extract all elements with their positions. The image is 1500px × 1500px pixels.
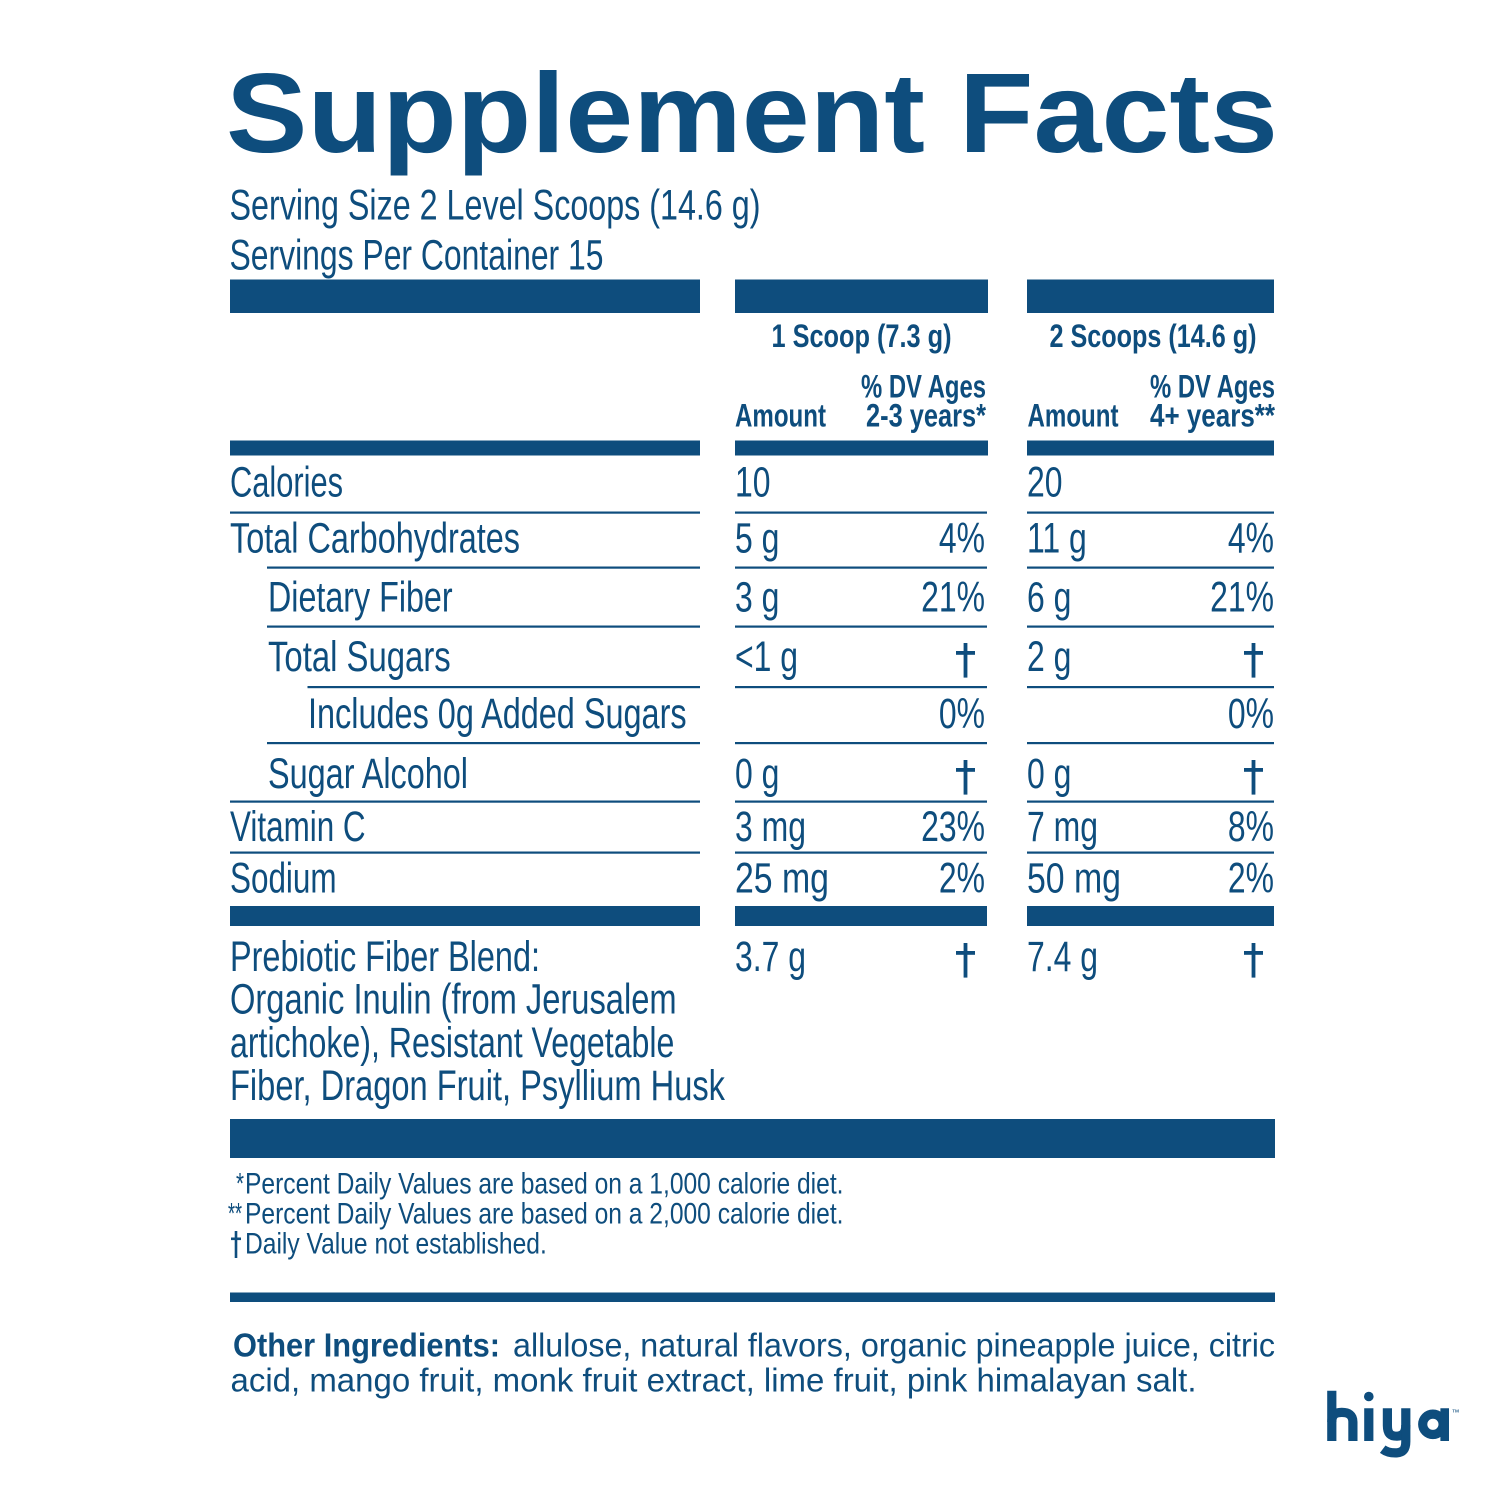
svg-text:2%: 2% <box>1228 856 1274 903</box>
svg-text:2%: 2% <box>939 856 985 903</box>
svg-text:5 g: 5 g <box>735 516 779 563</box>
svg-text:Includes 0g Added Sugars: Includes 0g Added Sugars <box>308 691 687 738</box>
svg-text:Amount: Amount <box>735 397 826 433</box>
svg-text:4%: 4% <box>1228 516 1274 563</box>
svg-text:7 mg: 7 mg <box>1027 804 1098 851</box>
svg-text:8%: 8% <box>1228 804 1274 851</box>
svg-text:50 mg: 50 mg <box>1027 856 1121 903</box>
svg-text:Serving Size 2 Level Scoops (1: Serving Size 2 Level Scoops (14.6 g) <box>230 182 761 230</box>
svg-text:1 Scoop (7.3 g): 1 Scoop (7.3 g) <box>772 318 952 354</box>
svg-text:artichoke), Resistant Vegetabl: artichoke), Resistant Vegetable <box>230 1020 674 1067</box>
svg-text:Other Ingredients:: Other Ingredients: <box>233 1327 500 1364</box>
svg-text:20: 20 <box>1027 460 1063 507</box>
svg-text:allulose, natural flavors, org: allulose, natural flavors, organic pinea… <box>513 1327 1275 1364</box>
svg-text:Prebiotic Fiber Blend:: Prebiotic Fiber Blend: <box>230 934 540 981</box>
svg-text:11 g: 11 g <box>1027 516 1087 563</box>
svg-text:21%: 21% <box>921 575 985 622</box>
svg-text:6 g: 6 g <box>1027 575 1071 622</box>
svg-text:Total Sugars: Total Sugars <box>268 634 451 681</box>
svg-text:3.7 g: 3.7 g <box>735 934 806 981</box>
svg-text:Percent Daily Values are based: Percent Daily Values are based on a 1,00… <box>245 1168 844 1201</box>
svg-text:% DV Ages: % DV Ages <box>861 369 986 405</box>
svg-text:23%: 23% <box>921 804 985 851</box>
svg-text:2 g: 2 g <box>1027 634 1071 681</box>
svg-text:**: ** <box>228 1198 242 1231</box>
svg-text:25 mg: 25 mg <box>735 856 829 903</box>
svg-text:Total Carbohydrates: Total Carbohydrates <box>230 516 520 563</box>
svg-text:0%: 0% <box>939 691 985 738</box>
svg-text:Percent Daily Values are based: Percent Daily Values are based on a 2,00… <box>245 1198 844 1231</box>
svg-text:4%: 4% <box>939 516 985 563</box>
svg-text:™: ™ <box>1452 1408 1460 1417</box>
svg-text:0%: 0% <box>1228 691 1274 738</box>
svg-text:*: * <box>236 1168 244 1201</box>
svg-text:Vitamin C: Vitamin C <box>230 804 366 851</box>
svg-text:0 g: 0 g <box>1027 751 1071 798</box>
svg-text:Daily Value not established.: Daily Value not established. <box>245 1228 547 1261</box>
svg-text:Servings Per Container 15: Servings Per Container 15 <box>230 232 604 280</box>
svg-text:Amount: Amount <box>1028 397 1119 433</box>
svg-text:3 mg: 3 mg <box>735 804 806 851</box>
svg-text:2 Scoops (14.6 g): 2 Scoops (14.6 g) <box>1050 318 1257 354</box>
svg-text:0 g: 0 g <box>735 751 779 798</box>
svg-text:10: 10 <box>735 460 771 507</box>
svg-text:acid, mango fruit, monk fruit: acid, mango fruit, monk fruit extract, l… <box>231 1362 1197 1399</box>
svg-text:<1 g: <1 g <box>735 634 798 681</box>
svg-text:Fiber, Dragon Fruit, Psyllium: Fiber, Dragon Fruit, Psyllium Husk <box>230 1063 726 1110</box>
svg-text:Sodium: Sodium <box>230 856 337 903</box>
svg-text:Dietary Fiber: Dietary Fiber <box>268 575 453 622</box>
svg-text:2-3 years*: 2-3 years* <box>866 397 986 433</box>
svg-text:4+ years**: 4+ years** <box>1150 397 1275 433</box>
svg-text:Sugar Alcohol: Sugar Alcohol <box>268 751 468 798</box>
svg-text:3 g: 3 g <box>735 575 779 622</box>
svg-text:7.4 g: 7.4 g <box>1027 934 1098 981</box>
svg-text:Calories: Calories <box>230 460 343 507</box>
svg-text:Supplement Facts: Supplement Facts <box>226 50 1278 177</box>
svg-text:21%: 21% <box>1210 575 1274 622</box>
svg-text:% DV Ages: % DV Ages <box>1150 369 1275 405</box>
svg-text:Organic Inulin (from Jerusalem: Organic Inulin (from Jerusalem <box>230 977 677 1024</box>
